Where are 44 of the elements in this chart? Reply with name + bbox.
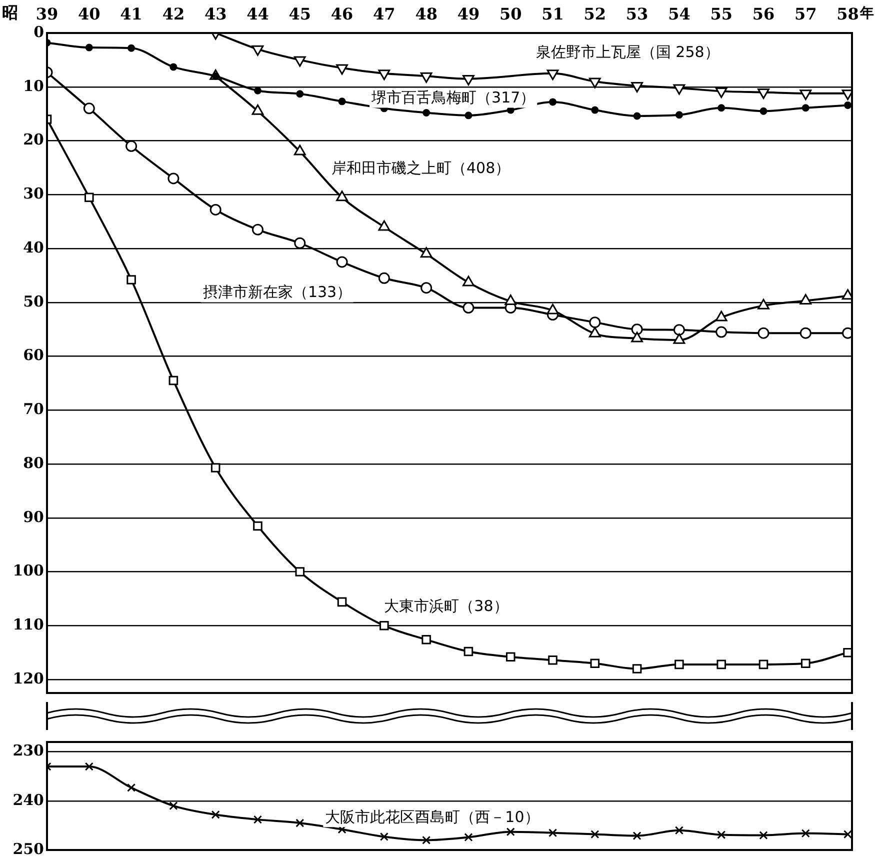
x-tick-label: 39 — [36, 4, 58, 24]
x-tick-label: 58 — [836, 4, 859, 24]
x-tick-label: 42 — [162, 4, 185, 24]
y-tick-label: 100 — [12, 562, 44, 580]
x-axis-title: 年 — [859, 6, 874, 22]
y-tick-label: 90 — [23, 508, 44, 526]
series-label: 大東市浜町（38） — [384, 597, 508, 616]
x-tick-label: 56 — [752, 4, 775, 24]
x-tick-label: 51 — [542, 4, 564, 24]
series-label: 摂津市新在家（133） — [202, 283, 352, 302]
x-tick-label: 55 — [710, 4, 732, 24]
x-tick-label: 54 — [668, 4, 690, 24]
series-label: 泉佐野市上瓦屋（国 258） — [536, 42, 720, 61]
y-tick-label: 30 — [23, 184, 44, 203]
x-tick-label: 53 — [626, 4, 648, 24]
y-tick-label: 110 — [12, 616, 44, 634]
y-tick-label: 120 — [12, 669, 44, 688]
x-tick-label: 45 — [288, 4, 312, 24]
series-label: 岸和田市磯之上町（408） — [331, 159, 510, 178]
y-tick-label: 230 — [12, 742, 44, 760]
y-tick-label: 0 — [34, 22, 44, 41]
y-tick-label: 70 — [23, 400, 44, 418]
y-tick-label: 80 — [23, 454, 44, 472]
y-tick-label: 250 — [12, 840, 44, 858]
text: 昭 — [2, 3, 18, 22]
series-label: 堺市百舌鳥梅町（317） — [370, 88, 536, 107]
x-tick-label: 57 — [794, 4, 817, 24]
y-tick-label: 10 — [23, 76, 44, 95]
x-tick-label: 50 — [499, 4, 522, 24]
series-label: 大阪市此花区酉島町（西－10） — [325, 808, 540, 826]
x-tick-label: 47 — [373, 4, 396, 24]
x-tick-label: 49 — [457, 4, 480, 24]
y-tick-label: 40 — [23, 238, 44, 256]
y-tick-label: 240 — [12, 790, 44, 809]
x-tick-label: 43 — [204, 4, 227, 24]
x-tick-label: 46 — [330, 4, 354, 24]
y-tick-label: 60 — [23, 346, 44, 364]
x-tick-label: 48 — [415, 4, 438, 24]
y-tick-label: 50 — [23, 292, 44, 310]
y-tick-label: 20 — [23, 130, 44, 149]
x-tick-label: 52 — [584, 4, 606, 24]
x-tick-label: 44 — [246, 4, 269, 24]
x-tick-label: 40 — [78, 4, 100, 24]
x-tick-label: 41 — [120, 4, 142, 24]
